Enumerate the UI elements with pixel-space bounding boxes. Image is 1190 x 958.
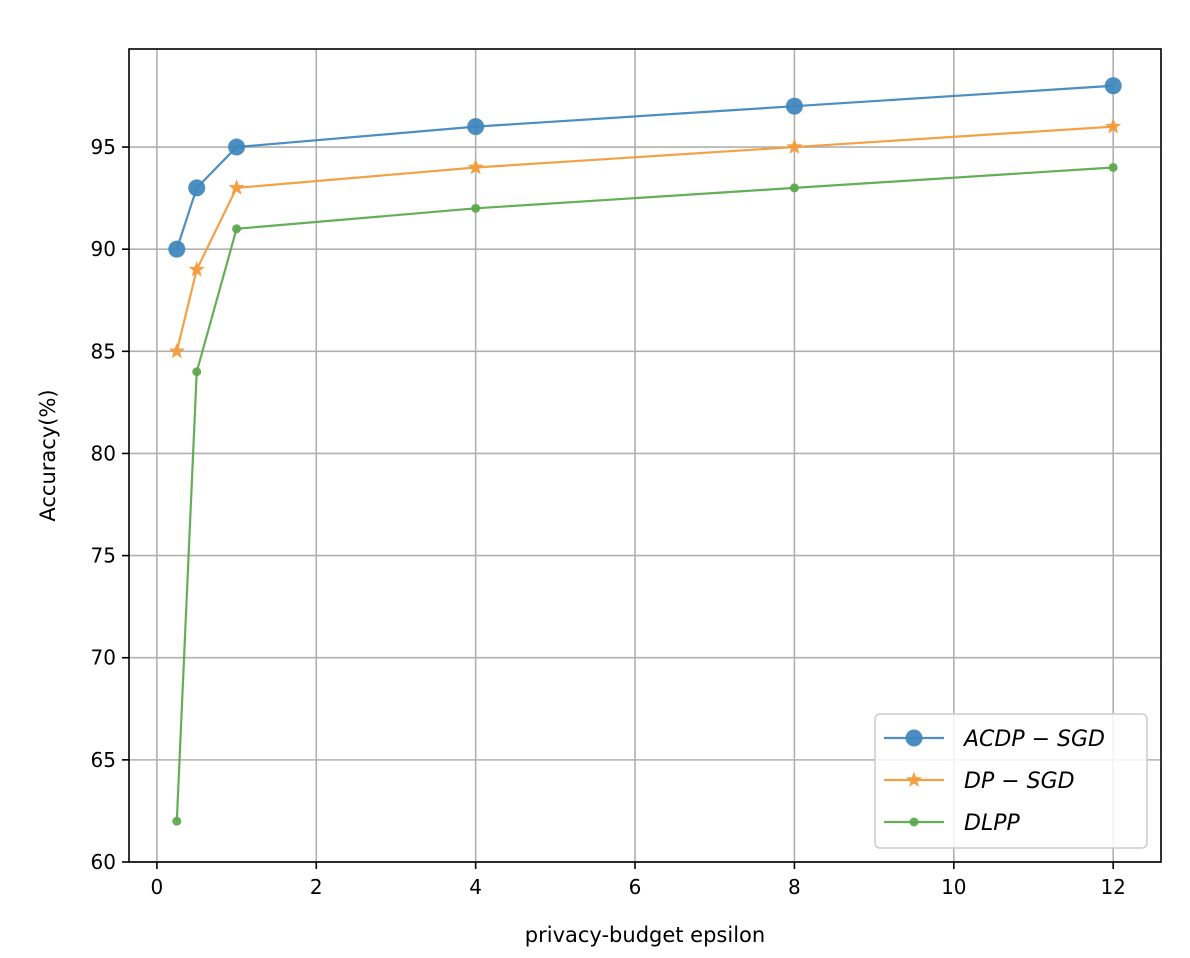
y-tick-label: 95: [91, 135, 116, 159]
y-tick-label: 75: [91, 544, 116, 568]
legend: ACDP − SGD DP − SGD DLPP: [874, 713, 1148, 849]
series-line: [175, 125, 1114, 352]
y-tick-label: 70: [91, 646, 116, 670]
data-point: [228, 138, 246, 156]
grid: [129, 49, 1161, 863]
data-point: [232, 224, 242, 234]
data-point: [467, 118, 485, 136]
data-point: [786, 138, 803, 154]
y-tick-label: 80: [91, 441, 116, 465]
legend-marker: [905, 771, 923, 787]
y-tick-label: 60: [91, 850, 116, 874]
data-point: [471, 203, 481, 213]
legend-marker: [905, 729, 923, 747]
data-point: [168, 240, 186, 258]
x-tick-label: 4: [469, 875, 482, 899]
x-tick-label: 8: [788, 875, 801, 899]
x-tick-label: 6: [629, 875, 642, 899]
series-3: [172, 162, 1118, 826]
x-tick-label: 0: [151, 875, 164, 899]
data-point: [467, 158, 484, 175]
x-tick-label: 12: [1100, 875, 1125, 899]
data-point: [188, 261, 205, 277]
y-tick-label: 65: [91, 748, 116, 772]
data-point: [785, 97, 803, 115]
x-axis-label: privacy-budget epsilon: [525, 923, 765, 947]
legend-label: DP − SGD: [964, 769, 1075, 794]
data-point: [1104, 77, 1122, 95]
data-point: [1105, 118, 1122, 134]
legend-frame: [874, 713, 1148, 849]
legend-label: ACDP − SGD: [962, 727, 1105, 752]
data-point: [192, 367, 202, 377]
x-tick-label: 10: [941, 875, 966, 899]
series-1: [168, 77, 1122, 258]
data-point: [1108, 162, 1118, 172]
data-point: [188, 179, 206, 197]
series-line: [175, 166, 1114, 822]
y-axis-label: Accuracy(%): [36, 389, 60, 521]
series-line: [175, 84, 1114, 250]
series-2: [168, 118, 1122, 359]
y-tick-label: 85: [91, 339, 116, 363]
plot-frame: [128, 48, 1162, 863]
y-tick-label: 90: [91, 237, 116, 261]
series-layer: [168, 77, 1122, 826]
data-point: [172, 816, 182, 826]
data-point: [168, 342, 185, 359]
data-point: [789, 183, 799, 193]
axis-ticks: 0 2 4 6 8 10 12 60 65 70 75 80 85 90 95: [91, 135, 1126, 899]
data-point: [228, 179, 245, 195]
x-tick-label: 2: [310, 875, 323, 899]
legend-marker: [909, 817, 919, 827]
legend-label: DLPP: [964, 811, 1020, 836]
